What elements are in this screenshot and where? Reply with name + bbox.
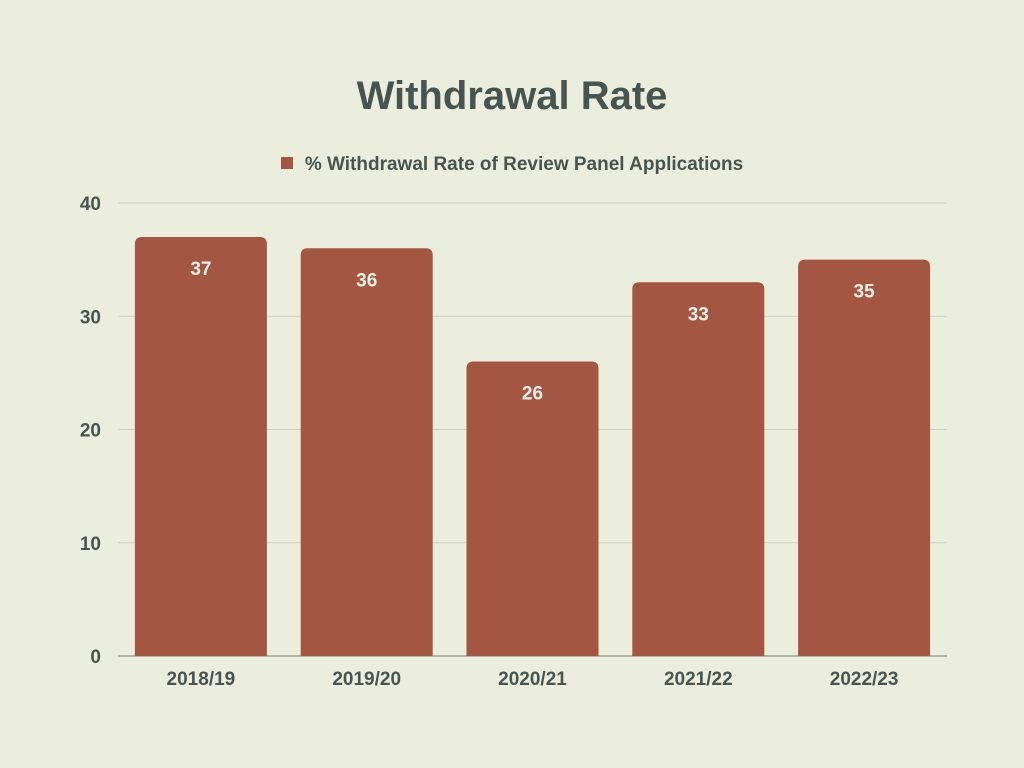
x-tick-label: 2020/21 bbox=[498, 669, 567, 690]
chart-legend: % Withdrawal Rate of Review Panel Applic… bbox=[0, 154, 1024, 176]
bar-value-label: 26 bbox=[522, 384, 543, 405]
x-tick-label: 2019/20 bbox=[332, 669, 401, 690]
x-tick-label: 2021/22 bbox=[664, 669, 733, 690]
bar-2018-19 bbox=[134, 236, 267, 656]
y-tick-label: 0 bbox=[90, 647, 101, 668]
x-axis-ticks: 2018/19 2019/20 2020/21 2021/22 2022/23 bbox=[167, 669, 899, 690]
bar-value-label: 35 bbox=[854, 282, 876, 303]
data-labels: 37 36 26 33 35 bbox=[190, 259, 875, 405]
y-tick-label: 40 bbox=[80, 194, 101, 215]
bar-value-label: 37 bbox=[190, 259, 211, 280]
chart-title: Withdrawal Rate bbox=[356, 74, 668, 118]
bar-value-label: 36 bbox=[356, 270, 377, 291]
legend-label: % Withdrawal Rate of Review Panel Applic… bbox=[304, 154, 744, 175]
bar-2022-23 bbox=[798, 259, 931, 656]
bar-2021-22 bbox=[632, 282, 765, 656]
y-axis-ticks: 0 10 20 30 40 bbox=[80, 194, 101, 668]
x-tick-label: 2018/19 bbox=[167, 669, 236, 690]
y-tick-label: 20 bbox=[80, 421, 101, 442]
x-tick-label: 2022/23 bbox=[830, 669, 899, 690]
bar-value-label: 33 bbox=[688, 304, 709, 325]
y-tick-label: 10 bbox=[80, 534, 101, 555]
bar-2019-20 bbox=[300, 248, 433, 657]
y-tick-label: 30 bbox=[80, 307, 101, 328]
bar-2020-21 bbox=[466, 361, 599, 656]
legend-swatch bbox=[280, 157, 293, 169]
bars bbox=[134, 236, 931, 657]
